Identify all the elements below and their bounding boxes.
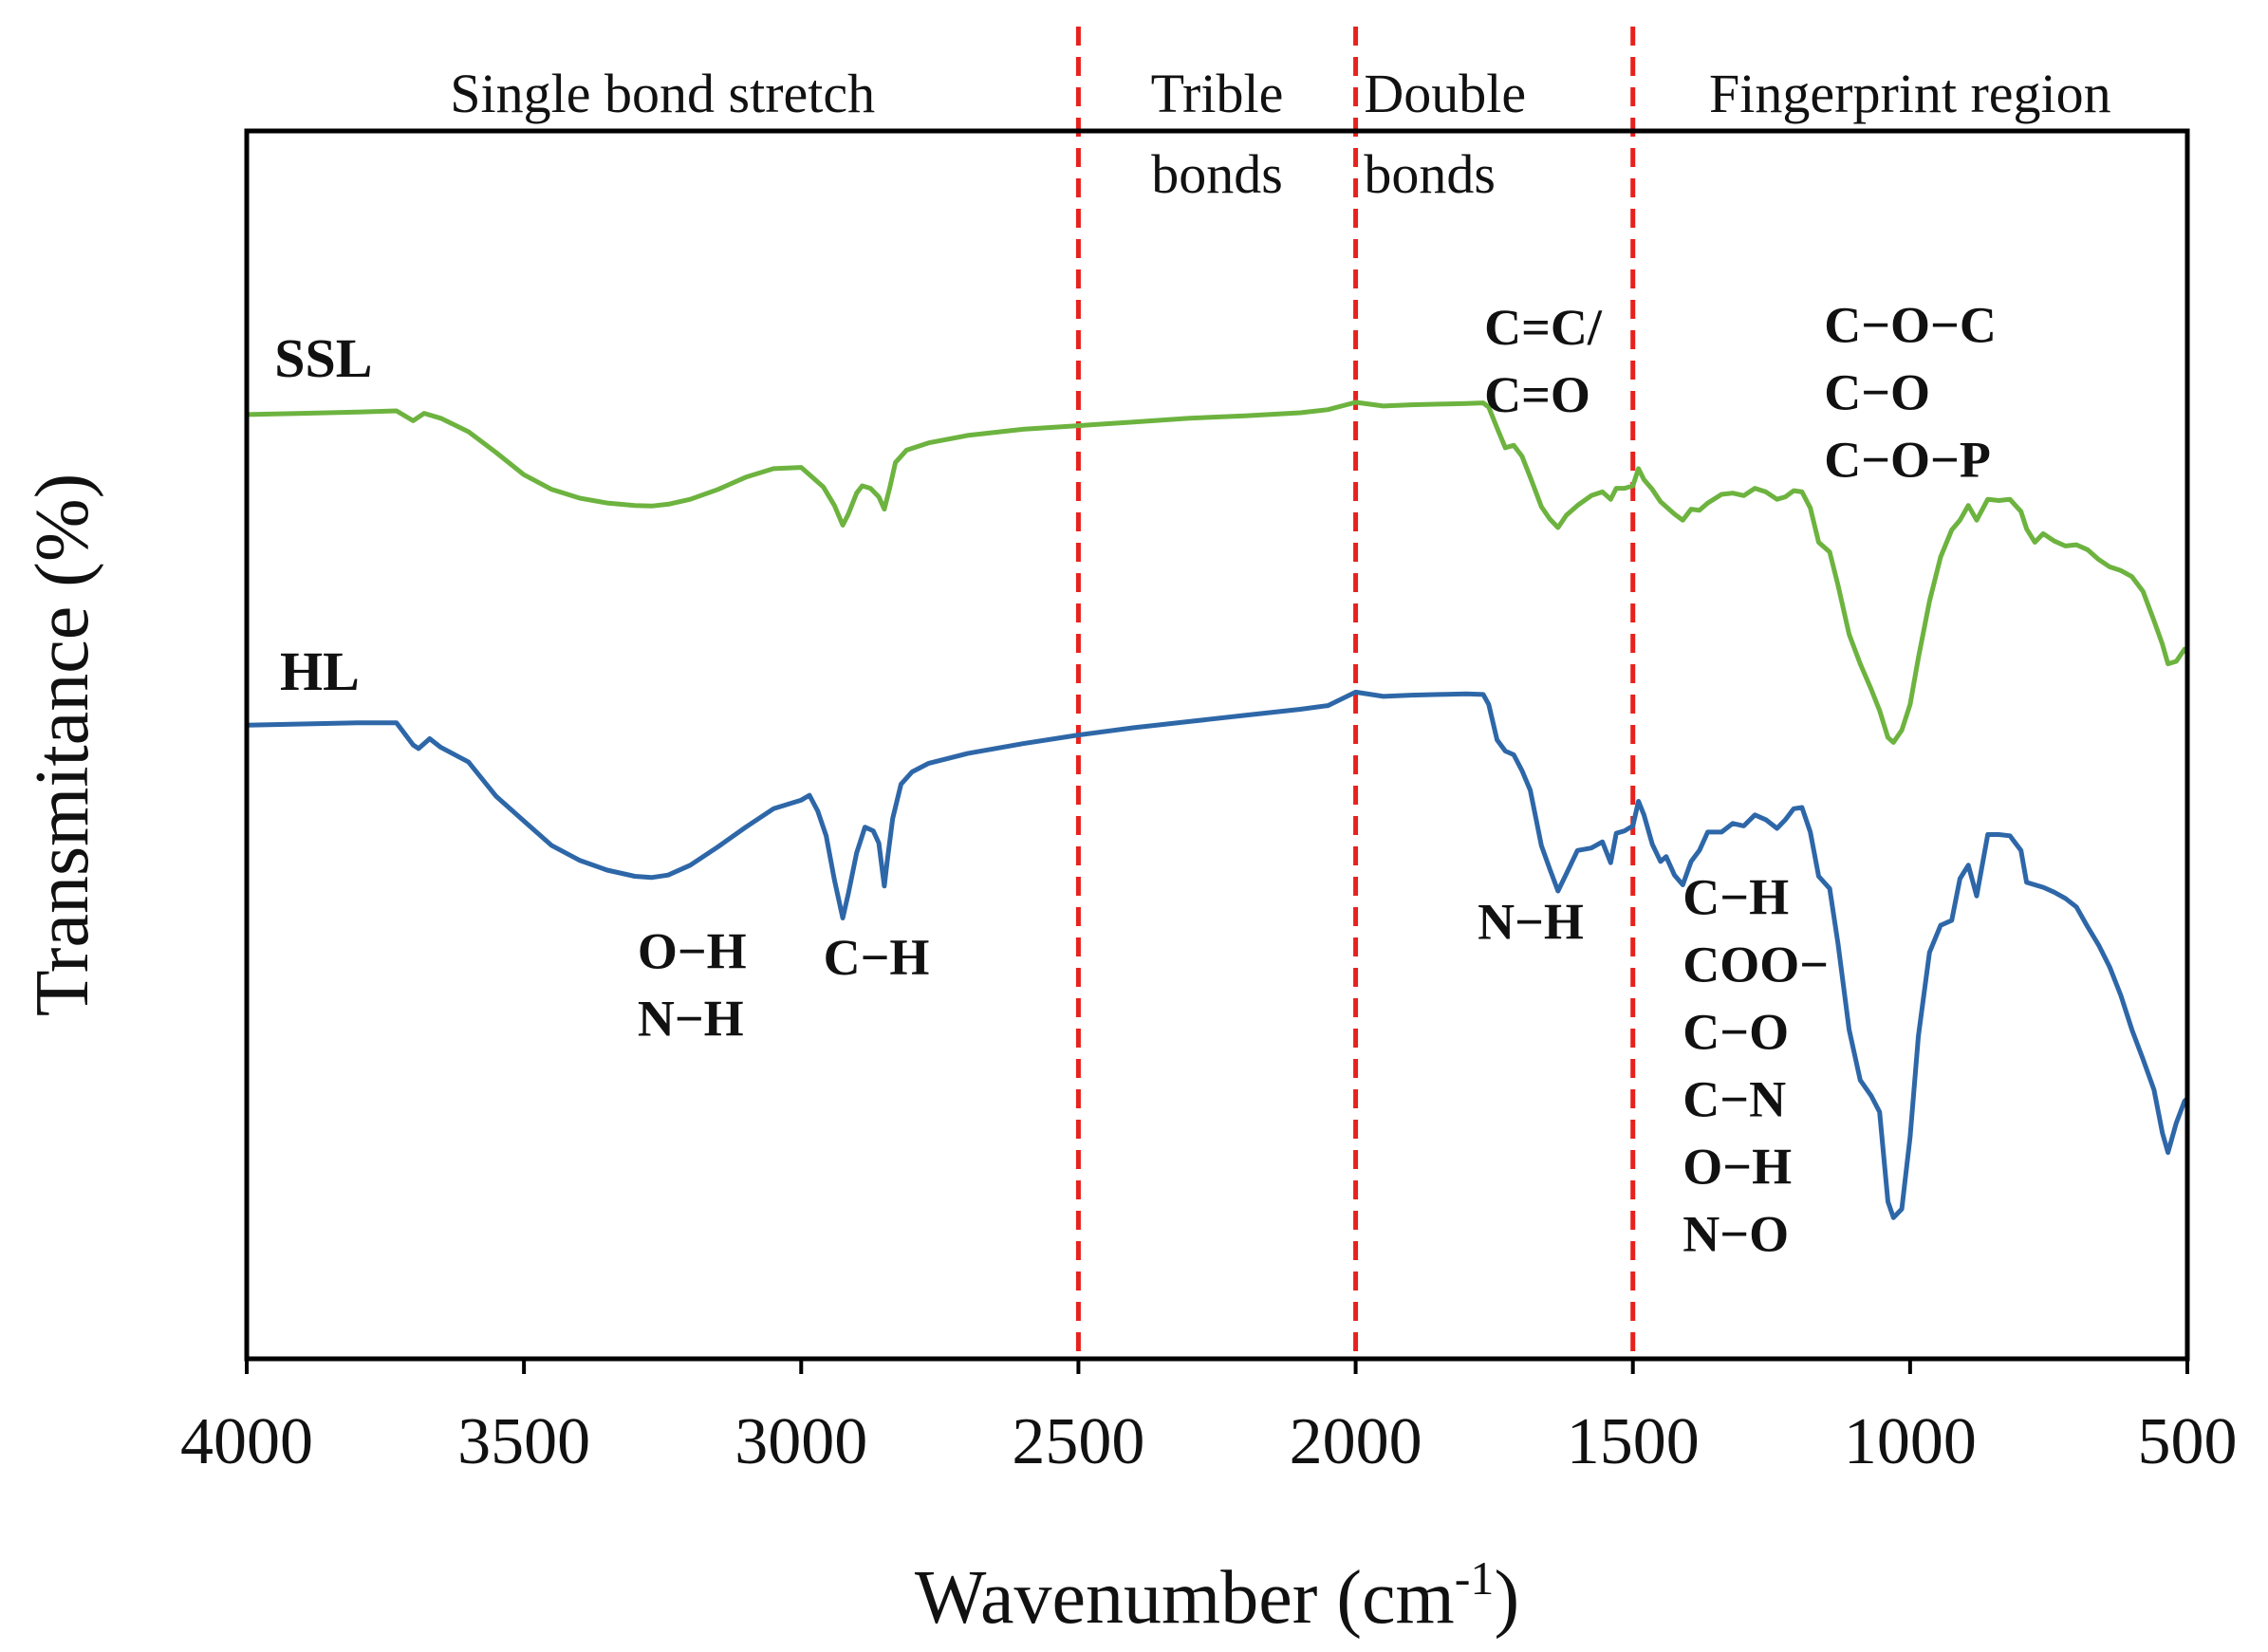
peak-annotation-line: O−H	[638, 923, 747, 980]
region-label-line: Fingerprint region	[1709, 63, 2111, 124]
series-labels: SSL HL	[274, 327, 372, 702]
region-labels: Single bond stretch Trible bonds Double bond…	[450, 63, 2110, 205]
peak-annotation-line: COO−	[1682, 937, 1829, 993]
x-axis-title-main: Wavenumber (cm	[915, 1556, 1455, 1640]
series-label: SSL	[274, 327, 372, 389]
peak-annotation-line: C−O−C	[1824, 297, 1997, 354]
x-axis-title-close: )	[1494, 1556, 1519, 1640]
peak-annotation-line: C=O	[1484, 366, 1590, 423]
region-label-line: Double	[1364, 63, 1526, 124]
region-label: Double bonds	[1364, 63, 1526, 205]
region-dividers	[1075, 27, 1636, 1359]
x-axis-title: Wavenumber (cm-1)	[915, 1551, 1519, 1640]
x-tick-label: 4000	[180, 1405, 313, 1478]
region-label-line: bonds	[1364, 143, 1496, 205]
peak-annotation-line: O−H	[1682, 1139, 1792, 1196]
peak-annotation: N−H	[1478, 893, 1584, 950]
peak-annotation: C−O−C C−O C−O−P	[1824, 297, 1997, 489]
x-tick-label: 1500	[1567, 1405, 1700, 1478]
region-label-line: Single bond stretch	[450, 63, 875, 124]
region-label: Fingerprint region	[1709, 63, 2111, 124]
x-tick-label: 1000	[1844, 1405, 1977, 1478]
x-tick-label: 2500	[1012, 1405, 1144, 1478]
series-lines	[246, 399, 2190, 1220]
peak-annotation-line: C−O	[1682, 1004, 1789, 1061]
y-axis-title: Transmitance (%)	[21, 473, 104, 1016]
peak-annotation-line: N−H	[638, 991, 744, 1048]
peak-annotation-line: C−O−P	[1824, 432, 1991, 489]
peak-annotation-line: N−H	[1478, 893, 1584, 950]
peak-annotation-line: C−H	[1682, 869, 1789, 926]
plot-frame	[244, 128, 2190, 1362]
peak-annotation-line: C=C/	[1484, 299, 1603, 356]
region-label: Trible bonds	[1151, 63, 1284, 205]
x-tick-label: 2000	[1290, 1405, 1422, 1478]
peak-annotation: C−H	[824, 929, 930, 986]
peak-annotation-line: C−N	[1682, 1071, 1786, 1128]
peak-annotation: C=C/C=O	[1484, 299, 1603, 423]
peak-annotation-line: N−O	[1682, 1206, 1789, 1263]
x-axis-ticks: 4000 3500 3000 2500 2000 1500 1000 500	[180, 1359, 2238, 1478]
region-label-line: Trible	[1151, 63, 1284, 124]
series-line-ssl	[246, 399, 2190, 745]
series-line-hl	[246, 689, 2189, 1220]
region-label-line: bonds	[1151, 143, 1283, 205]
region-label: Single bond stretch	[450, 63, 875, 124]
peak-annotations: O−H N−HC−HN−HC=C/C=OC−O−C C−O C−O−PC−H COO− C…	[638, 297, 1997, 1263]
series-label: HL	[280, 640, 360, 702]
peak-annotation: C−H COO− C−O C−N O−H N−O	[1682, 869, 1829, 1263]
peak-annotation-line: C−O	[1824, 364, 1930, 421]
x-axis-title-superscript: -1	[1455, 1551, 1495, 1605]
peak-annotation-line: C−H	[824, 929, 930, 986]
peak-annotation: O−H N−H	[638, 923, 747, 1048]
x-tick-label: 500	[2138, 1405, 2238, 1478]
x-tick-label: 3500	[457, 1405, 590, 1478]
x-tick-label: 3000	[734, 1405, 867, 1478]
